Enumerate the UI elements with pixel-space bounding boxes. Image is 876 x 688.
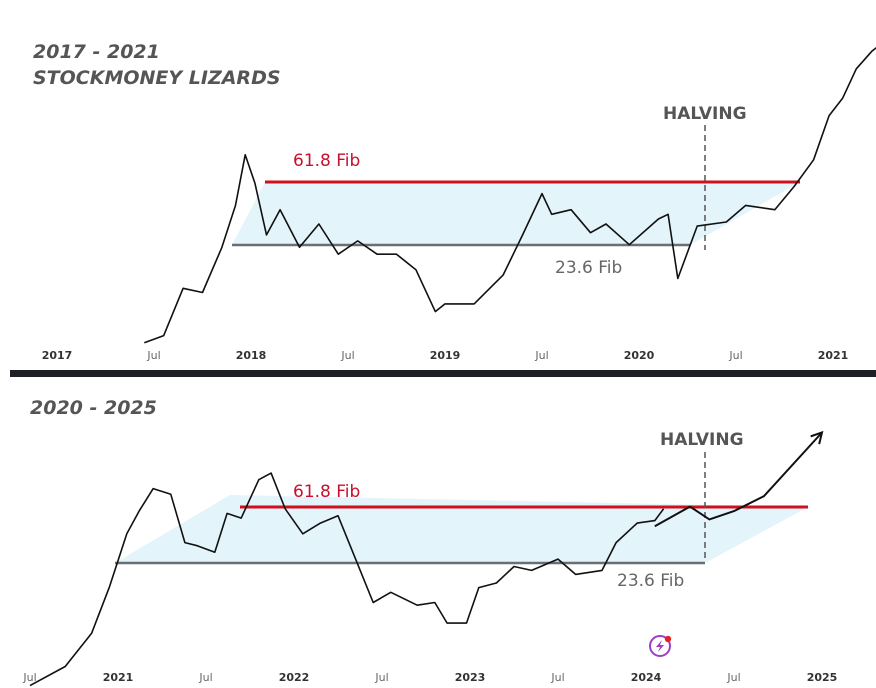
x-tick-label: Jul bbox=[146, 349, 160, 362]
x-tick-label: 2023 bbox=[455, 671, 486, 684]
x-tick-label: 2021 bbox=[103, 671, 134, 684]
projection-arrowhead bbox=[810, 430, 824, 445]
x-tick-label: 2020 bbox=[624, 349, 655, 362]
projection-line bbox=[654, 431, 823, 528]
x-tick-label: 2024 bbox=[631, 671, 662, 684]
fib-618-label-top: 61.8 Fib bbox=[293, 151, 360, 171]
panel-title-bottom: 2020 - 2025 bbox=[30, 397, 157, 419]
price-line bbox=[144, 46, 876, 344]
fib-618-label-bottom: 61.8 Fib bbox=[293, 482, 360, 502]
fib-236-label-top: 23.6 Fib bbox=[555, 258, 622, 278]
x-tick-label: 2017 bbox=[42, 349, 73, 362]
x-tick-label: 2025 bbox=[807, 671, 838, 684]
x-tick-label: Jul bbox=[22, 671, 36, 684]
panel-title-top: 2017 - 2021 bbox=[33, 41, 160, 63]
lightning-icon[interactable] bbox=[649, 635, 672, 657]
halving-label-top: HALVING bbox=[663, 104, 747, 124]
x-tick-label: 2021 bbox=[818, 349, 849, 362]
halving-label-bottom: HALVING bbox=[660, 430, 744, 450]
bottom-panel: 2020 - 2025 HALVING 61.8 Fib 23.6 Fib Ju… bbox=[22, 397, 838, 687]
fib-band-bottom bbox=[115, 495, 808, 563]
panel-divider bbox=[10, 370, 876, 377]
fib-band-top bbox=[232, 182, 800, 245]
x-tick-label: 2018 bbox=[236, 349, 267, 362]
notification-dot bbox=[664, 635, 672, 643]
x-tick-label: Jul bbox=[728, 349, 742, 362]
x-tick-label: Jul bbox=[550, 671, 564, 684]
x-tick-label: 2019 bbox=[430, 349, 461, 362]
x-tick-label: Jul bbox=[726, 671, 740, 684]
x-tick-label: 2022 bbox=[279, 671, 310, 684]
x-tick-label: Jul bbox=[198, 671, 212, 684]
x-tick-label: Jul bbox=[374, 671, 388, 684]
x-tick-label: Jul bbox=[534, 349, 548, 362]
fib-236-label-bottom: 23.6 Fib bbox=[617, 571, 684, 591]
price-line bbox=[29, 472, 665, 687]
panel-subtitle-top: STOCKMONEY LIZARDS bbox=[33, 67, 281, 89]
top-panel: 2017 - 2021 STOCKMONEY LIZARDS HALVING 6… bbox=[33, 41, 876, 362]
x-tick-label: Jul bbox=[340, 349, 354, 362]
